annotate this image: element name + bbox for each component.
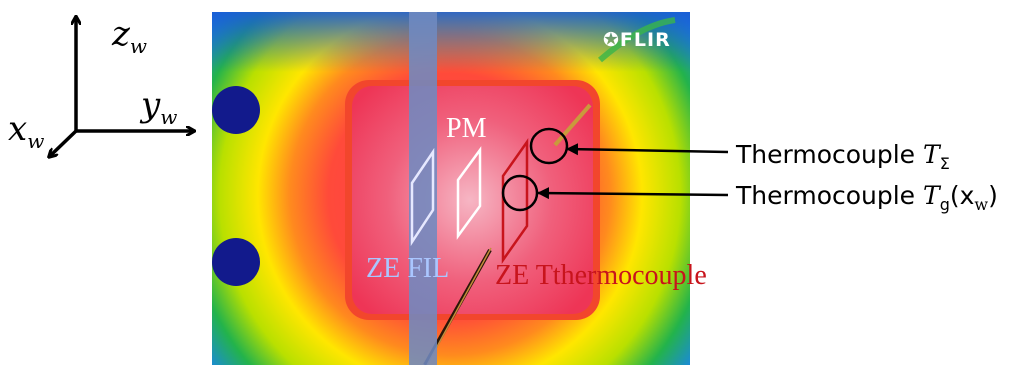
thermocouple-circle-g <box>501 174 539 212</box>
ze-thermocouple-plane <box>501 138 529 264</box>
callout-arrow-g <box>537 187 729 200</box>
ze-fil-label: ZE FIL <box>366 253 450 284</box>
z-axis-label: zw <box>112 14 148 58</box>
pm-plane <box>456 146 482 240</box>
flir-logo: ✪FLIR <box>603 29 671 51</box>
x-axis-arrow <box>50 129 78 156</box>
flir-emblem-icon: ✪ <box>603 29 620 51</box>
pm-plane-fil <box>410 147 435 247</box>
callout-arrow-sigma <box>566 143 729 156</box>
pm-label: PM <box>446 113 487 144</box>
ze-thermocouple-label: ZE Tthermocouple <box>495 260 707 291</box>
thermocouple-g-label: Thermocouple Tg(xw) <box>736 181 998 214</box>
x-axis-label: xw <box>8 109 45 153</box>
thermocouple-sigma-label: Thermocouple TΣ <box>736 140 950 173</box>
y-axis-label: yw <box>141 85 178 129</box>
left-hole-top <box>212 86 260 134</box>
left-hole-bottom <box>212 238 260 286</box>
thermocouple-wire <box>553 103 592 147</box>
